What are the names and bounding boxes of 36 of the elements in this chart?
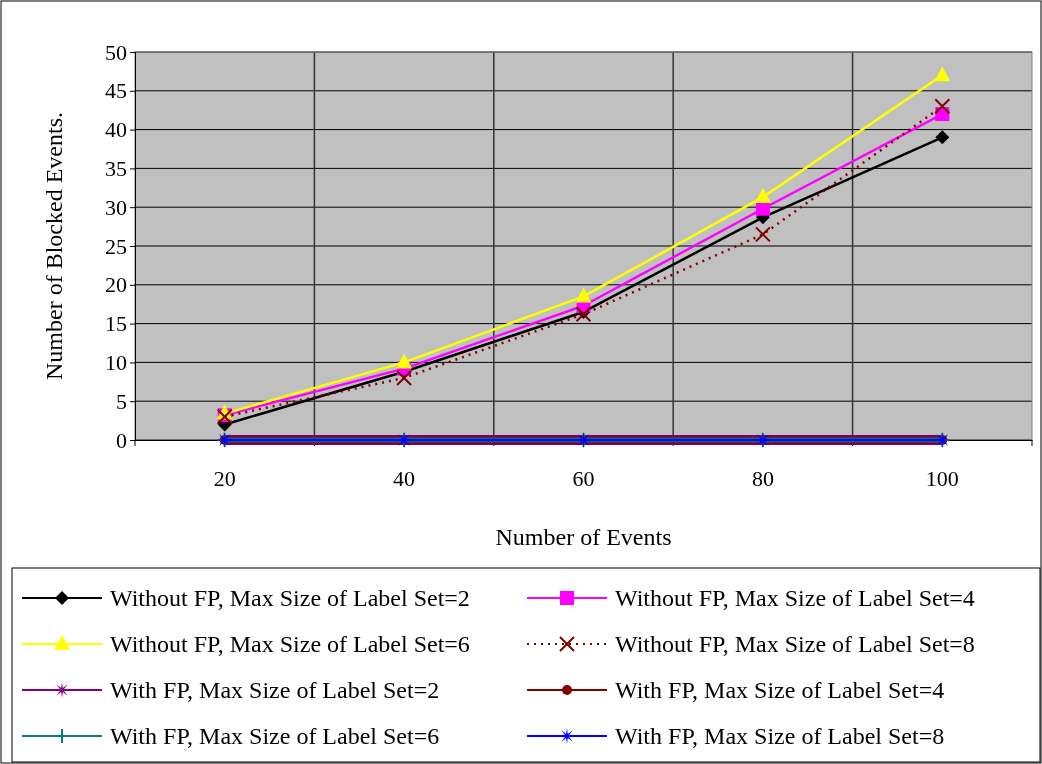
x-tick-label: 20 xyxy=(213,465,236,491)
legend-label: With FP, Max Size of Label Set=2 xyxy=(110,677,440,703)
point xyxy=(575,306,592,323)
y-axis-title: Number of Blocked Events. xyxy=(41,112,67,380)
y-tick-label: 20 xyxy=(105,272,127,298)
y-tick-label: 30 xyxy=(105,194,127,220)
y-tick-label: 25 xyxy=(105,233,127,259)
y-tick-label: 0 xyxy=(116,427,127,453)
x-tick-label: 80 xyxy=(751,465,774,491)
x-tick-label: 40 xyxy=(393,465,416,491)
y-tick-label: 40 xyxy=(105,117,127,143)
point xyxy=(396,353,413,369)
legend-label: With FP, Max Size of Label Set=4 xyxy=(615,677,945,703)
y-tick-label: 5 xyxy=(116,388,127,414)
point xyxy=(934,98,951,115)
y-tick-label: 35 xyxy=(105,155,127,181)
x-tick-label: 60 xyxy=(572,465,595,491)
legend-label: Without FP, Max Size of Label Set=4 xyxy=(615,585,975,611)
x-axis-title: Number of Events xyxy=(495,524,672,550)
y-tick-label: 15 xyxy=(105,311,127,337)
point xyxy=(755,201,770,216)
legend-label: Without FP, Max Size of Label Set=8 xyxy=(615,631,975,657)
point xyxy=(934,66,951,82)
point xyxy=(935,130,950,145)
x-tick-label: 100 xyxy=(925,465,959,491)
legend-label: With FP, Max Size of Label Set=6 xyxy=(110,723,440,749)
point xyxy=(396,369,413,386)
point xyxy=(754,226,771,243)
y-tick-label: 10 xyxy=(105,349,127,375)
legend-label: Without FP, Max Size of Label Set=2 xyxy=(110,585,470,611)
point xyxy=(754,188,771,204)
legend-label: With FP, Max Size of Label Set=8 xyxy=(615,723,945,749)
point xyxy=(575,287,592,303)
y-tick-label: 45 xyxy=(105,78,127,104)
legend-label: Without FP, Max Size of Label Set=6 xyxy=(110,631,470,657)
y-tick-label: 50 xyxy=(105,39,127,65)
